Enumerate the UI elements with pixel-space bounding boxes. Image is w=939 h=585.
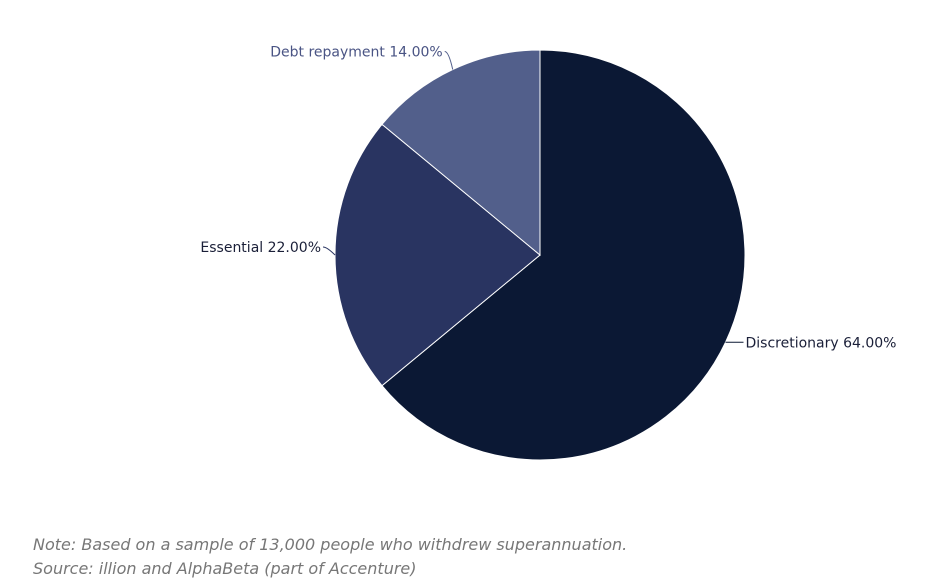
pie-slice-discretionary: [381, 49, 746, 461]
chart-source: Source: illion and AlphaBeta (part of Ac…: [33, 559, 417, 578]
data-label-discretionary: Discretionary 64.00%: [745, 335, 896, 351]
leader-line-essential: [322, 246, 336, 256]
pie-labels: Discretionary 64.00% Essential 22.00% Debt…: [200, 45, 896, 352]
pie-chart: Discretionary 64.00% Essential 22.00% Debt…: [200, 45, 896, 461]
chart-note: Note: Based on a sample of 13,000 people…: [33, 535, 628, 554]
data-label-debt-repayment: Debt repayment 14.00%: [270, 45, 442, 61]
pie-slices: [334, 49, 746, 461]
data-label-essential: Essential 22.00%: [200, 240, 321, 256]
leader-line-debt-repayment: [444, 51, 454, 70]
chart-footnotes: Note: Based on a sample of 13,000 people…: [33, 533, 627, 581]
